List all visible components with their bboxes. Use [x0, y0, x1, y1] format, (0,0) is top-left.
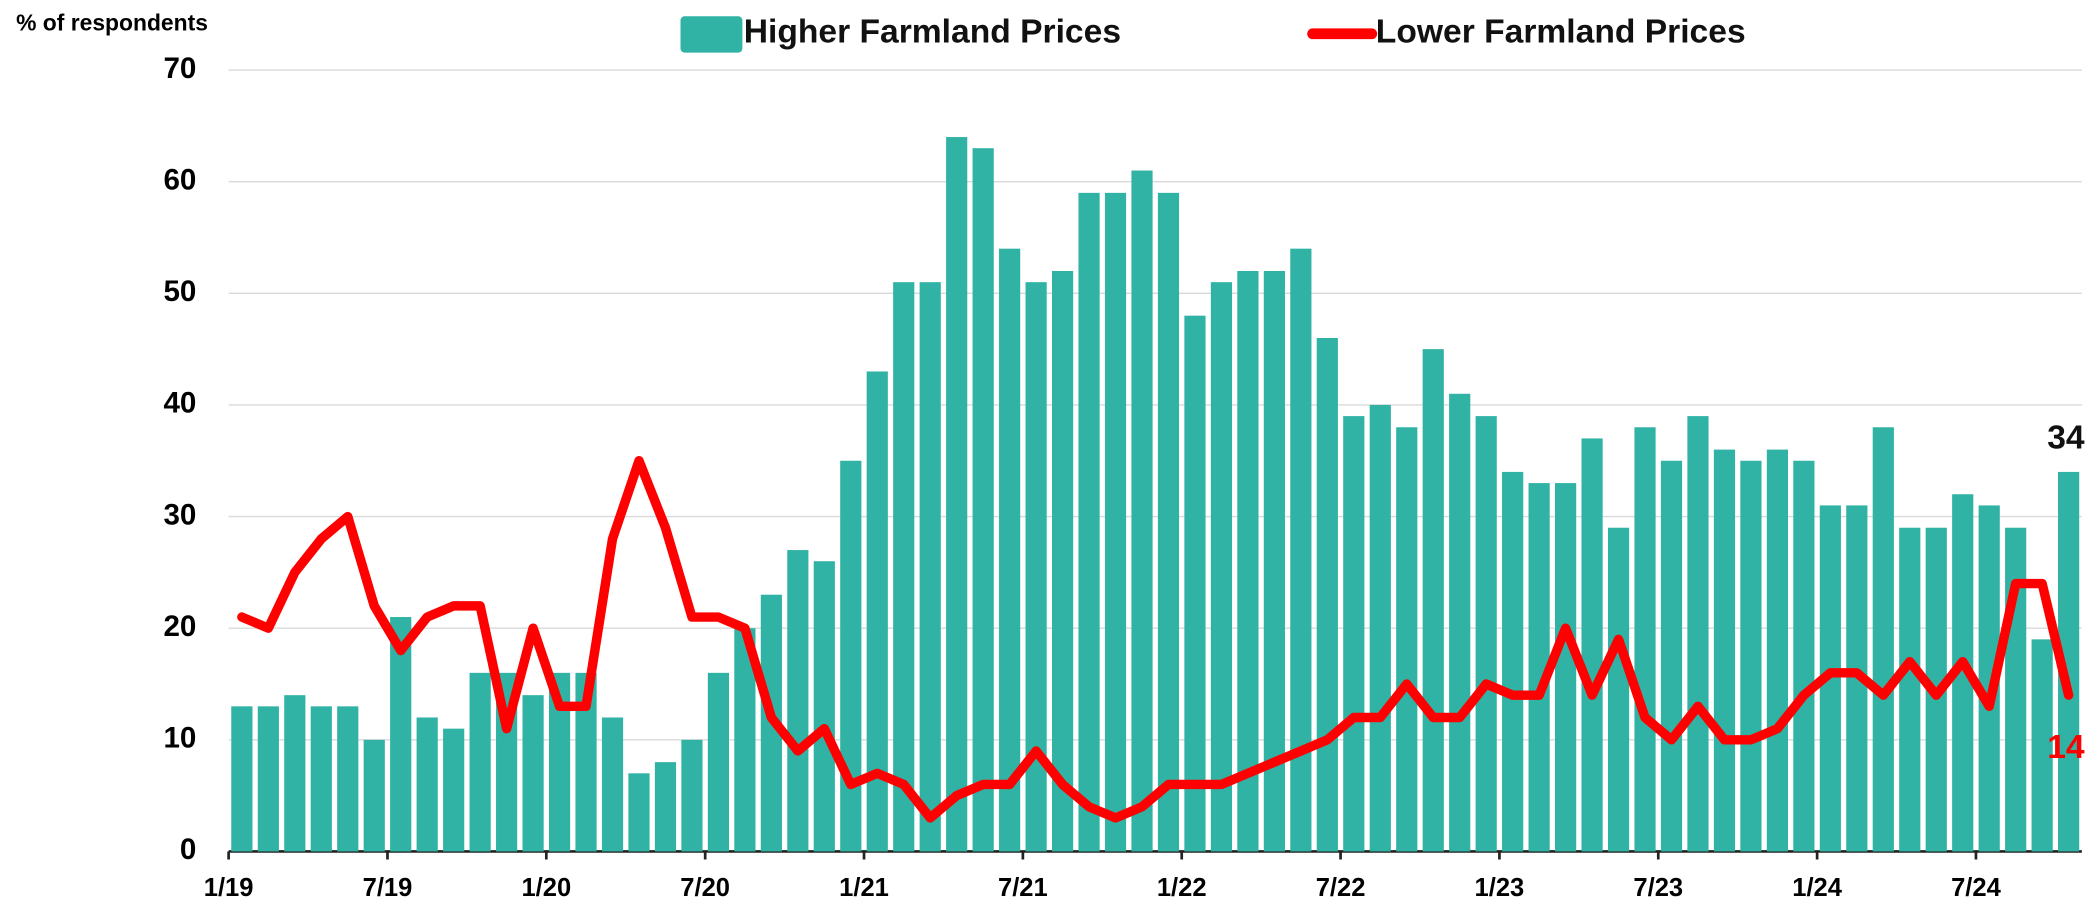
- bar: [363, 739, 385, 852]
- x-tick-label: 7/22: [1316, 874, 1366, 900]
- x-tick-label: 7/19: [363, 874, 413, 900]
- x-tick-label: 1/21: [839, 874, 889, 900]
- bar: [2058, 471, 2080, 852]
- bar: [707, 672, 730, 852]
- bar: [1237, 270, 1259, 852]
- y-tick-label: 30: [163, 498, 196, 531]
- bar: [1316, 337, 1338, 852]
- bar: [548, 672, 571, 852]
- bar: [1872, 427, 1894, 852]
- bar: [787, 550, 809, 852]
- bar: [310, 706, 332, 852]
- y-tick-label: 70: [163, 52, 196, 85]
- bar: [1184, 315, 1206, 852]
- bar: [999, 248, 1021, 852]
- bar: [601, 717, 624, 852]
- x-tick-label: 7/24: [1951, 874, 2002, 900]
- bar: [840, 460, 862, 852]
- bar: [681, 739, 703, 852]
- bar: [946, 137, 968, 852]
- bar: [1687, 416, 1709, 852]
- x-tick-label: 1/24: [1792, 874, 1843, 900]
- line: [237, 456, 2074, 823]
- bar: [390, 617, 412, 852]
- bar: [443, 728, 465, 852]
- legend-swatch: [680, 16, 743, 53]
- x-tick-label: 1/20: [521, 874, 571, 900]
- x-tick-label: 1/19: [204, 874, 254, 900]
- bar: [813, 561, 835, 852]
- bar: [337, 706, 359, 852]
- bar: [866, 371, 888, 852]
- y-axis-label: % of respondents: [16, 9, 208, 35]
- bar: [972, 148, 994, 852]
- bar: [469, 672, 491, 852]
- bar: [1396, 427, 1418, 852]
- bar: [1343, 416, 1365, 852]
- data-label: 34: [2047, 420, 2085, 457]
- bar: [1051, 270, 1074, 852]
- bar: [1475, 416, 1497, 852]
- bar: [1740, 460, 1762, 852]
- x-tick-label: 7/21: [998, 874, 1048, 900]
- bar: [1660, 460, 1683, 852]
- bar: [919, 282, 941, 852]
- bar: [1899, 527, 1921, 852]
- bar: [231, 706, 253, 852]
- bar: [1502, 471, 1524, 852]
- bar: [1210, 282, 1233, 852]
- bar: [1078, 192, 1100, 852]
- bar: [1449, 393, 1471, 852]
- bar: [257, 706, 279, 852]
- bar: [522, 695, 544, 852]
- legend-label: Lower Farmland Prices: [1376, 14, 1746, 51]
- bar: [1952, 494, 1974, 852]
- x-tick-label: 1/22: [1157, 874, 1207, 900]
- bar: [2005, 527, 2027, 852]
- y-tick-label: 0: [180, 833, 196, 866]
- y-tick-label: 20: [163, 610, 196, 643]
- bar: [1581, 438, 1603, 852]
- legend: Higher Farmland Prices Lower Farmland Pri…: [680, 14, 1746, 53]
- x-tick-label: 7/23: [1633, 874, 1683, 900]
- bar: [1555, 483, 1577, 852]
- bar: [1131, 170, 1153, 852]
- bar: [1978, 505, 2000, 852]
- y-tick-label: 60: [163, 164, 196, 197]
- bar: [1104, 192, 1127, 852]
- y-tick-label: 40: [163, 387, 196, 420]
- bar: [284, 695, 306, 852]
- bar: [1528, 483, 1550, 852]
- bar: [1290, 248, 1312, 852]
- bar: [893, 282, 915, 852]
- bar: [1607, 527, 1630, 852]
- bar: [575, 672, 597, 852]
- bar: [1025, 282, 1047, 852]
- legend-label: Higher Farmland Prices: [744, 14, 1121, 51]
- y-tick-label: 10: [163, 722, 196, 755]
- bar: [2031, 639, 2053, 852]
- bar: [1263, 270, 1285, 852]
- bar: [1369, 404, 1391, 852]
- bar: [628, 773, 650, 852]
- y-tick-label: 50: [163, 275, 196, 308]
- bar: [734, 628, 756, 852]
- x-tick-label: 7/20: [680, 874, 730, 900]
- bar: [416, 717, 438, 852]
- bar: [1157, 192, 1180, 852]
- bar: [1766, 449, 1788, 852]
- bar: [1422, 349, 1444, 852]
- bar: [1634, 427, 1656, 852]
- x-tick-label: 1/23: [1475, 874, 1525, 900]
- bar: [1793, 460, 1815, 852]
- bar: [654, 762, 677, 852]
- bar: [1713, 449, 1736, 852]
- data-label: 14: [2047, 729, 2085, 766]
